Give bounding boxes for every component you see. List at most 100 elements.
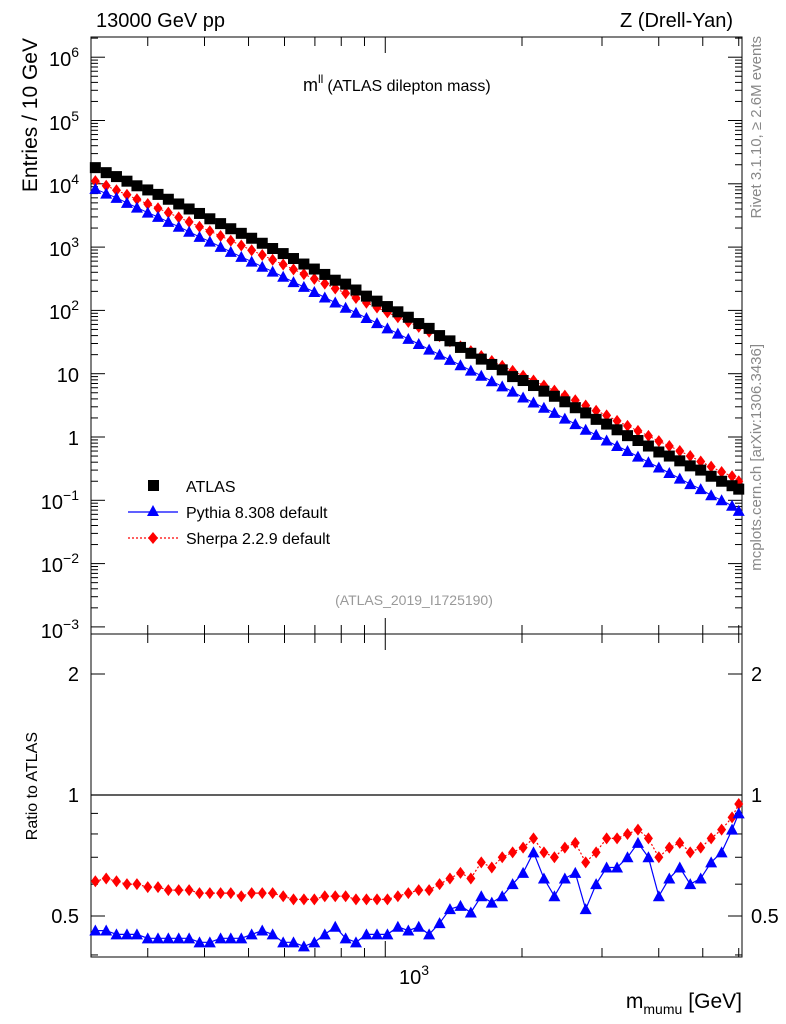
data-marker-triangle [475, 369, 488, 381]
data-marker-triangle [214, 932, 227, 944]
data-marker-triangle [579, 423, 592, 435]
data-marker-square [423, 322, 435, 334]
data-marker-diamond [696, 841, 706, 854]
data-marker-square [215, 218, 227, 230]
data-marker-diamond [184, 215, 194, 228]
analysis-tag: (ATLAS_2019_I1725190) [335, 592, 493, 608]
data-marker-diamond [111, 875, 121, 888]
data-marker-triangle [339, 301, 352, 313]
mcplots-label: mcplots.cern.ch [arXiv:1306.3436] [748, 344, 765, 571]
data-marker-diamond [664, 841, 674, 854]
data-marker-triangle [537, 872, 550, 884]
data-marker-square [371, 295, 383, 307]
data-marker-triangle [308, 286, 321, 298]
rivet-version-label: Rivet 3.1.10, ≥ 2.6M events [748, 36, 765, 219]
data-marker-diamond [288, 263, 298, 276]
data-marker-triangle [621, 445, 634, 457]
data-marker-triangle [433, 917, 446, 929]
data-marker-triangle [412, 920, 425, 932]
data-marker-triangle [308, 936, 321, 948]
data-marker-square [267, 243, 279, 255]
data-marker-triangle [694, 483, 707, 495]
data-marker-triangle [527, 396, 540, 408]
data-marker-diamond [602, 409, 612, 422]
data-marker-triangle [732, 807, 745, 819]
data-marker-diamond [727, 811, 737, 824]
data-marker-diamond [487, 861, 497, 874]
data-marker-triangle [475, 890, 488, 902]
plot-title-sup: ll [318, 72, 323, 86]
ratio-tick-left-2: 2 [68, 664, 79, 686]
data-marker-triangle [183, 932, 196, 944]
data-marker-triangle [569, 418, 582, 430]
data-marker-diamond [216, 887, 226, 900]
data-marker-triangle [412, 337, 425, 349]
data-marker-triangle [152, 932, 165, 944]
data-marker-triangle [162, 932, 175, 944]
data-marker-square [528, 380, 540, 392]
data-marker-diamond [654, 435, 664, 448]
process-label: Z (Drell-Yan) [620, 10, 733, 32]
data-marker-diamond [299, 268, 309, 281]
data-marker-triangle [391, 920, 404, 932]
data-marker-triangle [339, 932, 352, 944]
data-marker-square [580, 407, 592, 419]
data-marker-triangle [663, 466, 676, 478]
data-marker-triangle [224, 932, 237, 944]
data-marker-diamond [727, 470, 737, 483]
data-marker-square [695, 464, 707, 476]
data-marker-diamond [257, 887, 267, 900]
x-tick-label-1000: 103 [399, 962, 429, 989]
data-marker-triangle [203, 936, 216, 948]
data-marker-square [663, 450, 675, 462]
data-marker-diamond [236, 239, 246, 252]
data-marker-square [204, 213, 216, 225]
data-marker-triangle [485, 896, 498, 908]
x-axis-title: mmumu [GeV] [626, 990, 742, 1017]
data-marker-triangle [297, 940, 310, 952]
data-marker-square [100, 167, 112, 179]
series-line [95, 188, 740, 512]
data-marker-triangle [548, 890, 561, 902]
data-marker-triangle [558, 412, 571, 424]
x-axis-ticks [147, 37, 740, 957]
data-marker-diamond [643, 832, 653, 845]
data-marker-diamond [174, 884, 184, 897]
data-marker-triangle [110, 928, 123, 940]
data-marker-square [152, 188, 164, 200]
data-marker-diamond [602, 832, 612, 845]
data-marker-diamond [734, 797, 744, 810]
data-marker-square [235, 227, 247, 239]
data-marker-diamond [257, 249, 267, 262]
data-marker-diamond [184, 884, 194, 897]
data-marker-diamond [424, 884, 434, 897]
data-marker-triangle [349, 936, 362, 948]
data-marker-diamond [414, 884, 424, 897]
data-marker-triangle [652, 890, 665, 902]
data-marker-square [381, 301, 393, 313]
data-marker-square [444, 335, 456, 347]
data-marker-triangle [631, 836, 644, 848]
y-axis-ticks-ratio [91, 673, 742, 956]
data-marker-square [548, 390, 560, 402]
data-marker-triangle [423, 928, 436, 940]
data-marker-square [350, 284, 362, 296]
data-marker-diamond [153, 881, 163, 894]
data-marker-triangle [130, 201, 143, 213]
data-marker-diamond [288, 893, 298, 906]
data-marker-triangle [183, 225, 196, 237]
data-marker-diamond [643, 429, 653, 442]
data-marker-diamond [497, 851, 507, 864]
y-tick-label: 103 [49, 234, 79, 261]
data-marker-square [517, 375, 529, 387]
ratio-plot-series [89, 797, 745, 952]
data-marker-square [716, 475, 728, 487]
data-marker-triangle [89, 182, 102, 194]
plot-title-rest: (ATLAS dilepton mass) [327, 78, 490, 95]
data-marker-square [601, 418, 613, 430]
series-line [95, 180, 740, 482]
data-marker-triangle [454, 899, 467, 911]
data-marker-square [319, 268, 331, 280]
ratio-tick-right-1: 1 [751, 785, 762, 807]
